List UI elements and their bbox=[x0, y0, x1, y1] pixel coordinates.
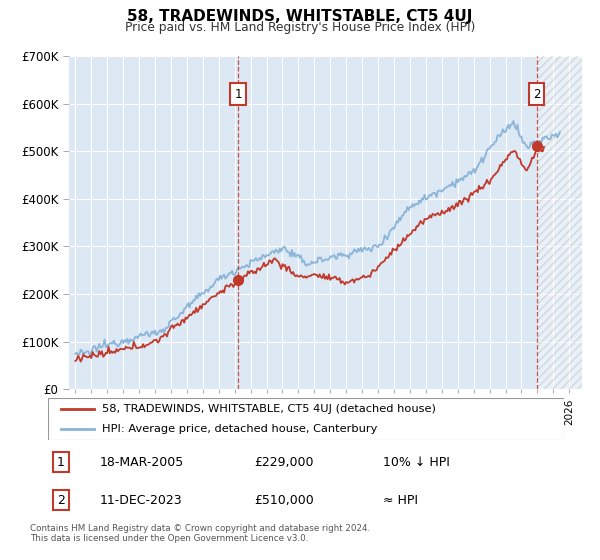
Text: £510,000: £510,000 bbox=[254, 493, 314, 507]
Text: ≈ HPI: ≈ HPI bbox=[383, 493, 418, 507]
Text: 58, TRADEWINDS, WHITSTABLE, CT5 4UJ: 58, TRADEWINDS, WHITSTABLE, CT5 4UJ bbox=[127, 10, 473, 24]
Text: 18-MAR-2005: 18-MAR-2005 bbox=[100, 456, 184, 469]
Text: 58, TRADEWINDS, WHITSTABLE, CT5 4UJ (detached house): 58, TRADEWINDS, WHITSTABLE, CT5 4UJ (det… bbox=[102, 404, 436, 414]
Text: 10% ↓ HPI: 10% ↓ HPI bbox=[383, 456, 450, 469]
Bar bbox=[536, 56, 598, 389]
Text: 2: 2 bbox=[57, 493, 65, 507]
Text: 1: 1 bbox=[57, 456, 65, 469]
Text: 11-DEC-2023: 11-DEC-2023 bbox=[100, 493, 182, 507]
Text: £229,000: £229,000 bbox=[254, 456, 314, 469]
Text: 1: 1 bbox=[234, 87, 242, 101]
Bar bbox=[536, 56, 600, 389]
Text: Contains HM Land Registry data © Crown copyright and database right 2024.
This d: Contains HM Land Registry data © Crown c… bbox=[30, 524, 370, 543]
Text: 2: 2 bbox=[533, 87, 541, 101]
FancyBboxPatch shape bbox=[48, 398, 564, 440]
Text: Price paid vs. HM Land Registry's House Price Index (HPI): Price paid vs. HM Land Registry's House … bbox=[125, 21, 475, 34]
Text: HPI: Average price, detached house, Canterbury: HPI: Average price, detached house, Cant… bbox=[102, 424, 377, 434]
